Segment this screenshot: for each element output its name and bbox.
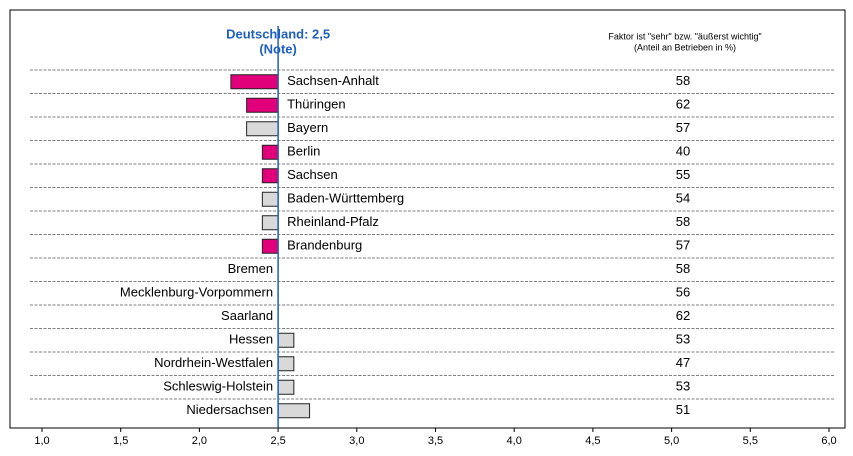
share-label: 40 [676,144,690,159]
share-label: 47 [676,355,690,370]
category-label: Mecklenburg-Vorpommern [120,285,273,300]
share-label: 58 [676,261,690,276]
x-tick-label: 5,0 [664,435,679,447]
x-tick-label: 3,0 [349,435,364,447]
bar [230,74,279,90]
bar [246,97,279,113]
bar [277,379,295,395]
frame [9,9,846,429]
category-label: Niedersachsen [186,402,273,417]
category-label: Nordrhein-Westfalen [154,355,273,370]
header: Faktor ist "sehr" bzw. "äußerst wichtig" [608,31,761,41]
reference-sublabel: (Note) [259,41,297,56]
x-tick-label: 2,0 [192,435,207,447]
x-tick-label: 5,5 [743,435,758,447]
category-label: Saarland [221,308,273,323]
bar [261,238,279,254]
x-tick-label: 4,5 [585,435,600,447]
category-label: Sachsen [287,167,338,182]
bar [277,332,295,348]
bar [261,144,279,160]
category-label: Schleswig-Holstein [163,379,273,394]
share-label: 53 [676,379,690,394]
bar [277,403,311,419]
share-label: 57 [676,120,690,135]
category-label: Rheinland-Pfalz [287,214,379,229]
category-label: Bremen [228,261,274,276]
category-label: Baden-Württemberg [287,191,404,206]
share-label: 53 [676,332,690,347]
subheader: (Anteil an Betrieben in %) [634,42,736,52]
category-label: Thüringen [287,97,346,112]
category-label: Sachsen-Anhalt [287,73,379,88]
x-tick-label: 3,5 [428,435,443,447]
bar [261,191,279,207]
x-tick-label: 4,0 [507,435,522,447]
x-tick-label: 6,0 [821,435,836,447]
x-tick-label: 1,0 [34,435,49,447]
x-tick-label: 1,5 [113,435,128,447]
bar [277,356,295,372]
share-label: 57 [676,238,690,253]
category-label: Berlin [287,144,320,159]
share-label: 51 [676,402,690,417]
share-label: 62 [676,308,690,323]
bar [246,121,279,137]
bar [261,168,279,184]
share-label: 54 [676,191,690,206]
share-label: 58 [676,73,690,88]
category-label: Bayern [287,120,328,135]
share-label: 58 [676,214,690,229]
category-label: Brandenburg [287,238,362,253]
category-label: Hessen [229,332,273,347]
share-label: 55 [676,167,690,182]
x-tick-label: 2,5 [270,435,285,447]
share-label: 56 [676,285,690,300]
share-label: 62 [676,97,690,112]
reference-label: Deutschland: 2,5 [226,26,330,41]
bar [261,215,279,231]
